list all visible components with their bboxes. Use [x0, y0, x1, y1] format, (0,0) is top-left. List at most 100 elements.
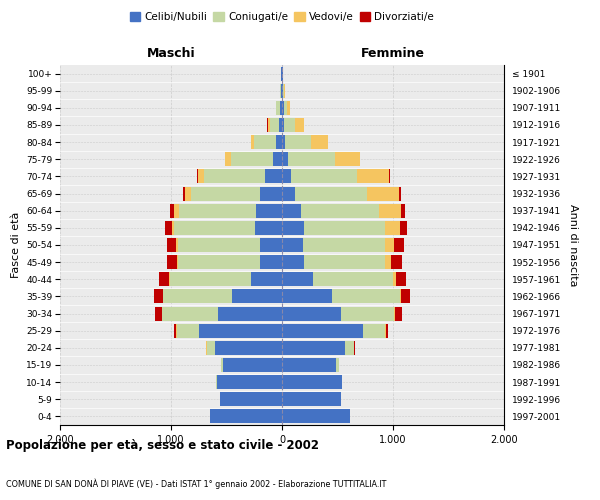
Bar [172, 221, 175, 235]
Bar [277, 101, 280, 115]
Bar [282, 255, 304, 269]
Bar [282, 204, 301, 218]
Bar [215, 341, 282, 355]
Bar [363, 324, 385, 338]
Bar [391, 255, 402, 269]
Bar [282, 221, 304, 235]
Bar [313, 272, 393, 286]
Bar [304, 221, 385, 235]
Bar [282, 118, 284, 132]
Bar [197, 170, 204, 183]
Bar [280, 84, 281, 98]
Bar [260, 186, 282, 200]
Bar [282, 84, 283, 98]
Bar [256, 204, 282, 218]
Bar [265, 170, 282, 183]
Bar [282, 152, 287, 166]
Bar [345, 341, 354, 355]
Bar [163, 290, 232, 304]
Bar [226, 152, 231, 166]
Bar [281, 84, 282, 98]
Bar [332, 290, 400, 304]
Bar [232, 290, 282, 304]
Bar [260, 238, 282, 252]
Bar [176, 238, 178, 252]
Bar [178, 255, 260, 269]
Bar [277, 135, 282, 149]
Bar [282, 186, 295, 200]
Bar [284, 101, 287, 115]
Bar [278, 118, 282, 132]
Bar [311, 135, 328, 149]
Bar [394, 238, 404, 252]
Bar [398, 186, 401, 200]
Bar [155, 306, 162, 320]
Bar [304, 255, 385, 269]
Bar [160, 272, 169, 286]
Bar [179, 204, 256, 218]
Bar [400, 290, 401, 304]
Text: Maschi: Maschi [146, 47, 196, 60]
Text: Femmine: Femmine [361, 47, 425, 60]
Bar [396, 272, 406, 286]
Bar [175, 204, 179, 218]
Bar [358, 170, 389, 183]
Bar [251, 135, 254, 149]
Bar [176, 324, 199, 338]
Bar [210, 410, 282, 424]
Bar [282, 306, 341, 320]
Text: COMUNE DI SAN DONÀ DI PIAVE (VE) - Dati ISTAT 1° gennaio 2002 - Elaborazione TUT: COMUNE DI SAN DONÀ DI PIAVE (VE) - Dati … [6, 478, 386, 489]
Bar [176, 255, 178, 269]
Bar [284, 118, 295, 132]
Bar [170, 204, 175, 218]
Bar [206, 341, 215, 355]
Bar [283, 84, 284, 98]
Bar [220, 392, 282, 406]
Bar [385, 238, 394, 252]
Bar [175, 221, 256, 235]
Bar [162, 306, 218, 320]
Bar [178, 238, 260, 252]
Bar [166, 221, 172, 235]
Bar [282, 358, 337, 372]
Bar [218, 306, 282, 320]
Bar [170, 272, 251, 286]
Bar [185, 186, 191, 200]
Bar [379, 204, 401, 218]
Bar [273, 152, 282, 166]
Bar [301, 204, 379, 218]
Bar [251, 272, 282, 286]
Bar [287, 101, 290, 115]
Bar [386, 324, 388, 338]
Bar [341, 306, 394, 320]
Bar [217, 375, 282, 389]
Bar [154, 290, 163, 304]
Bar [335, 152, 360, 166]
Bar [256, 221, 282, 235]
Bar [282, 324, 363, 338]
Bar [282, 290, 332, 304]
Bar [401, 204, 405, 218]
Y-axis label: Anni di nascita: Anni di nascita [568, 204, 578, 286]
Y-axis label: Fasce di età: Fasce di età [11, 212, 20, 278]
Bar [393, 272, 396, 286]
Bar [400, 221, 407, 235]
Bar [395, 306, 401, 320]
Bar [282, 135, 286, 149]
Bar [394, 306, 395, 320]
Bar [282, 272, 313, 286]
Bar [385, 221, 400, 235]
Bar [270, 118, 278, 132]
Bar [167, 255, 176, 269]
Bar [183, 186, 185, 200]
Bar [385, 255, 391, 269]
Bar [295, 186, 367, 200]
Bar [287, 152, 335, 166]
Bar [282, 238, 303, 252]
Bar [268, 118, 270, 132]
Bar [282, 392, 341, 406]
Bar [291, 170, 358, 183]
Bar [231, 152, 273, 166]
Bar [191, 186, 260, 200]
Bar [167, 238, 176, 252]
